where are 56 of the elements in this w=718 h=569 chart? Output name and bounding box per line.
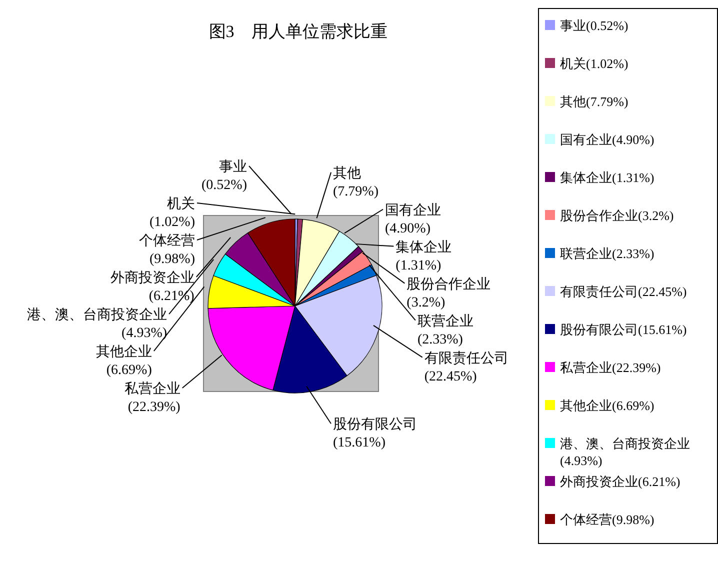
text: (1.31%) xyxy=(612,170,654,185)
data-label: (6.69%) xyxy=(106,363,152,378)
slice-label: 股份合作企业 xyxy=(406,276,491,292)
data-label: (22.39%) xyxy=(128,400,181,416)
slice-label: 有限责任公司 xyxy=(424,350,508,366)
data-label: (9.98%) xyxy=(150,252,196,268)
data-label: (7.79%) xyxy=(333,184,379,200)
text: (6.69%) xyxy=(612,398,654,413)
data-label: (1.31%) xyxy=(396,258,442,274)
text: (22.39%) xyxy=(612,360,661,375)
slice-label: 机关 xyxy=(167,196,195,212)
legend-label: 事业 xyxy=(560,18,586,33)
slice-label: 集体企业 xyxy=(396,239,452,256)
text: (6.21%) xyxy=(638,474,680,489)
legend-label: 机关 xyxy=(560,56,586,71)
text: (9.98%) xyxy=(612,512,654,527)
slice-label: 联营企业 xyxy=(417,313,474,330)
legend-label: 股份合作企业 xyxy=(560,208,638,223)
text: 图3 用人单位需求比重 xyxy=(208,21,388,43)
slice-label: 股份有限公司 xyxy=(333,416,417,433)
text: (4.90%) xyxy=(612,132,654,147)
data-label: (15.61%) xyxy=(333,436,386,451)
slice-label: 其他 xyxy=(333,165,362,182)
text: (3.2%) xyxy=(638,208,674,223)
legend-label: 集体企业 xyxy=(560,170,612,185)
slice-label: 个体经营 xyxy=(139,233,195,250)
legend-label: 联营企业 xyxy=(560,246,612,261)
data-label: (4.90%) xyxy=(385,221,431,236)
data-label: (22.45%) xyxy=(424,369,478,384)
text: (0.52%) xyxy=(586,18,628,33)
data-label: (0.52%) xyxy=(202,178,248,194)
text: (7.79%) xyxy=(586,94,628,109)
data-label: (2.33%) xyxy=(417,332,464,348)
legend-label: 其他 xyxy=(560,94,586,109)
text: (2.33%) xyxy=(612,246,654,261)
legend-label: 个体经营 xyxy=(560,512,612,527)
data-label: (4.93%) xyxy=(122,326,168,342)
legend-label: 外商投资企业 xyxy=(560,474,638,489)
slice-label: 事业 xyxy=(219,159,247,176)
slice-label: 外商投资企业 xyxy=(110,270,194,286)
legend-label: 股份有限公司 xyxy=(560,322,638,337)
slice-label: 私营企业 xyxy=(124,381,180,398)
legend-label: 国有企业 xyxy=(560,132,612,147)
text: (22.45%) xyxy=(638,284,687,299)
legend-label: 私营企业 xyxy=(560,360,612,375)
legend-label: 有限责任公司 xyxy=(560,284,638,299)
slice-label: 港、澳、台商投资企业 xyxy=(27,307,168,324)
legend-label: 港、澳、台商投资企业 xyxy=(560,436,690,451)
text: (4.93%) xyxy=(560,453,602,468)
legend-label: 其他企业 xyxy=(560,398,612,413)
text: (1.02%) xyxy=(586,56,628,71)
slice-label: 国有企业 xyxy=(385,202,441,218)
text: (15.61%) xyxy=(638,322,687,337)
slice-label: 其他企业 xyxy=(96,344,152,360)
data-label: (1.02%) xyxy=(150,215,196,230)
data-label: (3.2%) xyxy=(406,295,446,310)
